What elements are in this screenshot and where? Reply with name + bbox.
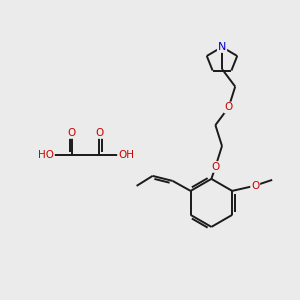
Text: O: O [95,128,103,138]
Text: O: O [211,162,220,172]
Text: O: O [251,181,259,191]
Text: OH: OH [118,150,134,160]
Text: N: N [218,42,226,52]
Text: O: O [68,128,76,138]
Text: HO: HO [38,150,54,160]
Text: O: O [224,103,233,112]
